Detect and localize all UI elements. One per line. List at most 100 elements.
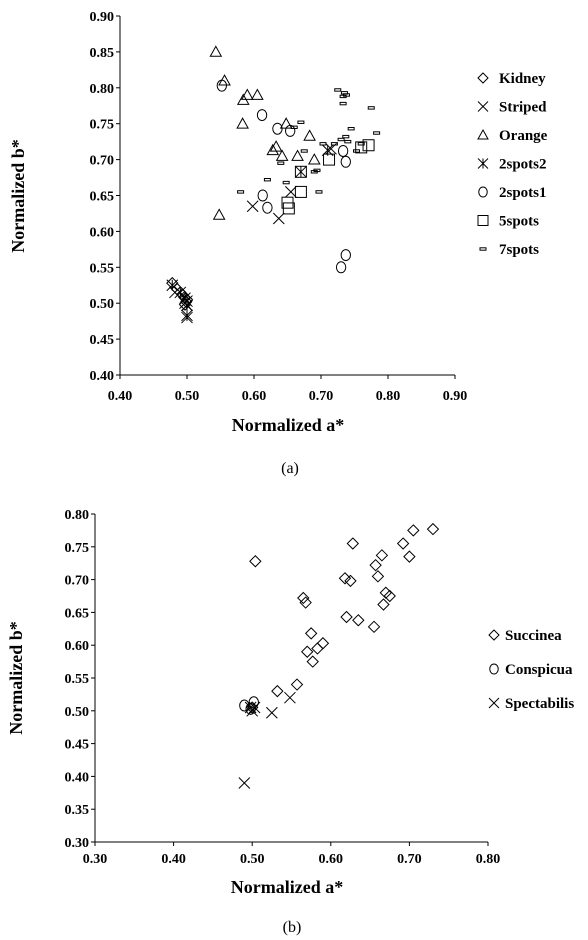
y-tick-label: 0.50	[65, 705, 90, 720]
legend-label-5spots: 5spots	[499, 214, 539, 230]
legend-b: Succinea Conspicua Spectabilis	[488, 628, 574, 712]
point-striped-a	[169, 286, 181, 299]
point-succinea-b	[249, 555, 262, 568]
legend-marker-2spots1	[478, 186, 488, 198]
y-tick-label: 0.80	[90, 82, 115, 97]
point-spectabilis-b	[265, 706, 278, 719]
point-succinea-b	[290, 678, 304, 691]
point-orange-a	[212, 208, 226, 220]
legend-label-2spots1: 2spots1	[499, 185, 547, 201]
point-7spots-a	[330, 142, 338, 146]
data-points-b	[238, 522, 440, 789]
point-2spots1-a	[340, 249, 351, 262]
point-7spots-a	[300, 149, 308, 153]
legend-marker-orange	[477, 128, 489, 140]
point-succinea-b	[299, 596, 312, 609]
point-7spots-a	[347, 127, 355, 131]
legend-a: Kidney Striped Orange 2spots2 2spots1 5spots 7…	[477, 71, 548, 258]
y-tick-label: 0.70	[90, 154, 115, 169]
point-2spots1-a	[337, 144, 349, 157]
x-ticks-a: 0.40 0.50 0.60 0.70 0.80 0.90	[108, 375, 468, 404]
x-tick-label: 0.50	[240, 852, 265, 867]
point-succinea-b	[352, 614, 365, 627]
legend-marker-spectabilis	[488, 697, 500, 709]
x-axis-title-b: Normalized a*	[231, 877, 343, 897]
y-tick-label: 0.55	[90, 261, 115, 276]
point-succinea-b	[371, 570, 385, 583]
legend-marker-7spots	[479, 247, 487, 251]
point-7spots-a	[237, 190, 245, 194]
legend-label-orange: Orange	[499, 128, 548, 144]
y-tick-label: 0.65	[65, 606, 90, 621]
point-7spots-a	[315, 190, 323, 194]
y-tick-label: 0.80	[65, 508, 90, 523]
point-7spots-a	[334, 88, 342, 92]
point-succinea-b	[344, 574, 357, 588]
legend-marker-kidney	[477, 72, 489, 84]
point-7spots-a	[337, 137, 345, 142]
point-succinea-b	[407, 524, 420, 537]
point-succinea-b	[304, 627, 318, 640]
point-2spots1-a	[262, 201, 273, 214]
x-tick-label: 0.80	[376, 389, 401, 404]
point-7spots-a	[319, 142, 327, 146]
caption-a: (a)	[281, 460, 299, 477]
x-tick-label: 0.90	[443, 389, 468, 404]
y-tick-label: 0.65	[90, 190, 115, 205]
x-tick-label: 0.60	[319, 852, 344, 867]
point-orange-a	[269, 140, 283, 152]
x-tick-label: 0.80	[476, 852, 501, 867]
chart-panel-b: 0.30 0.35 0.40 0.45 0.50 0.55 0.60 0.65 0.70 0.75…	[6, 508, 574, 936]
point-5spots-a	[294, 165, 307, 178]
point-succinea-b	[369, 558, 382, 572]
y-tick-label: 0.30	[65, 836, 90, 851]
point-2spots1-a	[257, 189, 268, 202]
y-tick-label: 0.90	[90, 10, 115, 25]
legend-marker-succinea	[488, 629, 500, 641]
y-axis-title-b: Normalized b*	[6, 621, 26, 734]
point-striped-a	[272, 212, 285, 225]
point-7spots-a	[313, 168, 321, 173]
y-tick-label: 0.50	[90, 297, 115, 312]
y-tick-label: 0.45	[90, 333, 115, 348]
point-striped-a	[246, 200, 259, 213]
point-5spots-a	[355, 141, 368, 154]
y-tick-label: 0.45	[65, 738, 90, 753]
point-orange-a	[275, 149, 289, 161]
y-axis-title-a: Normalized b*	[8, 139, 28, 252]
point-succinea-b	[338, 572, 352, 585]
point-2spots1-a	[285, 124, 296, 137]
point-succinea-b	[396, 537, 410, 550]
point-orange-a	[303, 129, 316, 141]
point-2spots2-a	[295, 165, 307, 178]
point-7spots-a	[367, 106, 375, 110]
x-ticks-b: 0.30 0.40 0.50 0.60 0.70 0.80	[83, 842, 501, 867]
point-2spots1-a	[256, 109, 268, 122]
point-spectabilis-b	[284, 691, 296, 704]
y-tick-label: 0.60	[65, 639, 90, 654]
point-succinea-b	[367, 620, 381, 634]
point-succinea-b	[311, 642, 324, 655]
y-tick-label: 0.60	[90, 225, 115, 240]
point-orange-a	[236, 117, 249, 129]
legend-label-7spots: 7spots	[499, 242, 539, 258]
legend-label-striped: Striped	[499, 100, 547, 116]
legend-label-conspicua: Conspicua	[505, 662, 573, 678]
point-2spots1-a	[216, 79, 228, 92]
point-succinea-b	[271, 684, 284, 698]
point-succinea-b	[340, 610, 353, 624]
point-orange-a	[240, 88, 254, 100]
legend-marker-2spots2	[477, 158, 489, 169]
y-tick-label: 0.85	[90, 46, 115, 61]
point-succinea-b	[297, 591, 310, 605]
y-ticks-a: 0.40 0.45 0.50 0.55 0.60 0.65 0.70 0.75 0.80 0.85…	[90, 10, 120, 384]
point-spectabilis-b	[248, 701, 261, 714]
legend-marker-5spots	[477, 215, 489, 226]
point-7spots-a	[339, 101, 347, 106]
point-5spots-a	[323, 153, 336, 166]
point-7spots-a	[344, 139, 352, 144]
legend-label-spectabilis: Spectabilis	[505, 696, 574, 712]
y-tick-label: 0.40	[65, 770, 90, 785]
point-succinea-b	[301, 645, 314, 658]
